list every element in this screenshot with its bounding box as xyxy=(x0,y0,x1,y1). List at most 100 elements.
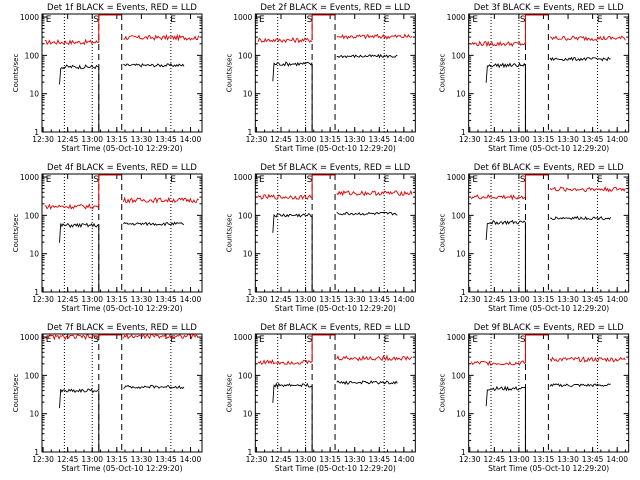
marker-label: E xyxy=(46,175,52,185)
x-tick-label: 13:30 xyxy=(344,455,366,464)
y-tick-label: 10 xyxy=(456,90,466,99)
lld-series-pre xyxy=(257,193,313,201)
lld-series-post xyxy=(123,33,200,42)
x-tick-label: 14:00 xyxy=(180,455,202,464)
panel-title: Det 1f BLACK = Events, RED = LLD xyxy=(47,3,197,13)
x-tick-label: 12:45 xyxy=(270,135,292,144)
x-tick-label: 12:45 xyxy=(484,455,506,464)
y-tick-label: 100 xyxy=(238,371,253,380)
panel-title: Det 2f BLACK = Events, RED = LLD xyxy=(260,3,410,13)
x-tick-label: 12:45 xyxy=(484,295,506,304)
x-tick-label: 13:00 xyxy=(295,295,317,304)
x-tick-label: 12:30 xyxy=(32,295,54,304)
panel-title: Det 3f BLACK = Events, RED = LLD xyxy=(474,3,624,13)
lld-series-pre xyxy=(257,359,313,366)
marker-label: E xyxy=(259,175,265,185)
marker-label: E xyxy=(170,175,176,185)
marker-label: E xyxy=(46,15,52,25)
panel-title: Det 6f BLACK = Events, RED = LLD xyxy=(474,163,624,173)
lld-series-post xyxy=(122,332,199,340)
lld-series-post xyxy=(549,356,626,363)
y-tick-label: 100 xyxy=(238,51,253,60)
marker-label: E xyxy=(597,175,603,185)
x-tick-label: 14:00 xyxy=(393,135,415,144)
x-axis-label: Start Time (05-Oct-10 12:29:20) xyxy=(488,304,609,313)
x-tick-label: 12:30 xyxy=(459,295,481,304)
y-tick-label: 100 xyxy=(25,371,40,380)
marker-label: S xyxy=(520,15,526,25)
x-tick-label: 13:00 xyxy=(81,135,103,144)
x-tick-label: 12:30 xyxy=(459,455,481,464)
panel-title: Det 5f BLACK = Events, RED = LLD xyxy=(260,163,410,173)
marker-label: S xyxy=(307,175,313,185)
lld-series-post xyxy=(549,185,626,193)
panel-det-4: Det 4f BLACK = Events, RED = LLD 1 10 100 10… xyxy=(12,163,203,313)
y-tick-label: 100 xyxy=(25,51,40,60)
x-tick-label: 12:30 xyxy=(246,135,268,144)
events-series-pre xyxy=(485,385,526,407)
marker-label: E xyxy=(384,335,390,345)
lld-series-saturated xyxy=(311,174,336,198)
marker-label: S xyxy=(307,335,313,345)
x-tick-label: 13:15 xyxy=(319,455,341,464)
y-tick-label: 1000 xyxy=(233,13,252,22)
panel-title: Det 8f BLACK = Events, RED = LLD xyxy=(260,323,410,333)
x-tick-label: 13:15 xyxy=(106,455,128,464)
lld-series-post xyxy=(122,196,199,204)
panel-det-9: Det 9f BLACK = Events, RED = LLD 1 10 100 10… xyxy=(439,323,630,473)
x-tick-label: 12:45 xyxy=(484,135,506,144)
x-tick-label: 13:30 xyxy=(131,135,153,144)
x-tick-label: 14:00 xyxy=(393,295,415,304)
y-axis-label: Counts/sec xyxy=(439,214,447,253)
x-tick-label: 14:00 xyxy=(606,455,628,464)
marker-label: E xyxy=(170,335,176,345)
x-tick-label: 13:00 xyxy=(295,135,317,144)
x-tick-label: 12:30 xyxy=(246,455,268,464)
x-tick-label: 13:00 xyxy=(81,455,103,464)
lld-series-pre xyxy=(44,334,100,341)
y-tick-label: 1000 xyxy=(447,13,466,22)
y-axis-label: Counts/sec xyxy=(12,214,20,253)
panel-title: Det 7f BLACK = Events, RED = LLD xyxy=(47,323,197,333)
x-tick-label: 12:45 xyxy=(57,135,79,144)
x-tick-label: 13:00 xyxy=(508,135,530,144)
x-tick-label: 13:30 xyxy=(344,295,366,304)
y-tick-label: 10 xyxy=(29,90,39,99)
x-tick-label: 13:15 xyxy=(533,295,555,304)
marker-label: E xyxy=(597,15,603,25)
x-tick-label: 12:45 xyxy=(57,295,79,304)
x-tick-label: 13:15 xyxy=(106,135,128,144)
panel-det-8: Det 8f BLACK = Events, RED = LLD 1 10 100 10… xyxy=(225,323,416,473)
events-series-pre xyxy=(59,64,100,85)
lld-series-pre xyxy=(470,193,526,201)
panel-title: Det 9f BLACK = Events, RED = LLD xyxy=(474,323,624,333)
marker-label: S xyxy=(93,15,99,25)
marker-label: E xyxy=(259,15,265,25)
x-axis-label: Start Time (05-Oct-10 12:29:20) xyxy=(275,304,396,313)
marker-label: S xyxy=(520,335,526,345)
x-tick-label: 13:30 xyxy=(131,455,153,464)
x-tick-label: 13:15 xyxy=(319,135,341,144)
marker-label: S xyxy=(93,335,99,345)
x-axis-label: Start Time (05-Oct-10 12:29:20) xyxy=(488,464,609,473)
events-series-pre xyxy=(272,61,313,82)
y-tick-label: 1000 xyxy=(20,173,39,182)
x-tick-label: 14:00 xyxy=(393,455,415,464)
marker-label: E xyxy=(259,335,265,345)
y-tick-label: 100 xyxy=(25,211,40,220)
marker-label: E xyxy=(384,15,390,25)
x-axis-label: Start Time (05-Oct-10 12:29:20) xyxy=(61,464,182,473)
lld-series-post xyxy=(336,189,413,197)
lld-series-saturated xyxy=(311,14,336,41)
y-tick-label: 1 xyxy=(248,448,253,457)
y-tick-label: 100 xyxy=(451,371,466,380)
x-tick-label: 13:45 xyxy=(582,135,604,144)
y-axis-label: Counts/sec xyxy=(225,374,233,413)
x-axis-label: Start Time (05-Oct-10 12:29:20) xyxy=(275,464,396,473)
marker-label: E xyxy=(597,335,603,345)
lld-series-pre xyxy=(44,202,100,210)
x-tick-label: 13:30 xyxy=(557,455,579,464)
y-tick-label: 1000 xyxy=(447,333,466,342)
x-tick-label: 13:30 xyxy=(344,135,366,144)
y-tick-label: 10 xyxy=(29,250,39,259)
